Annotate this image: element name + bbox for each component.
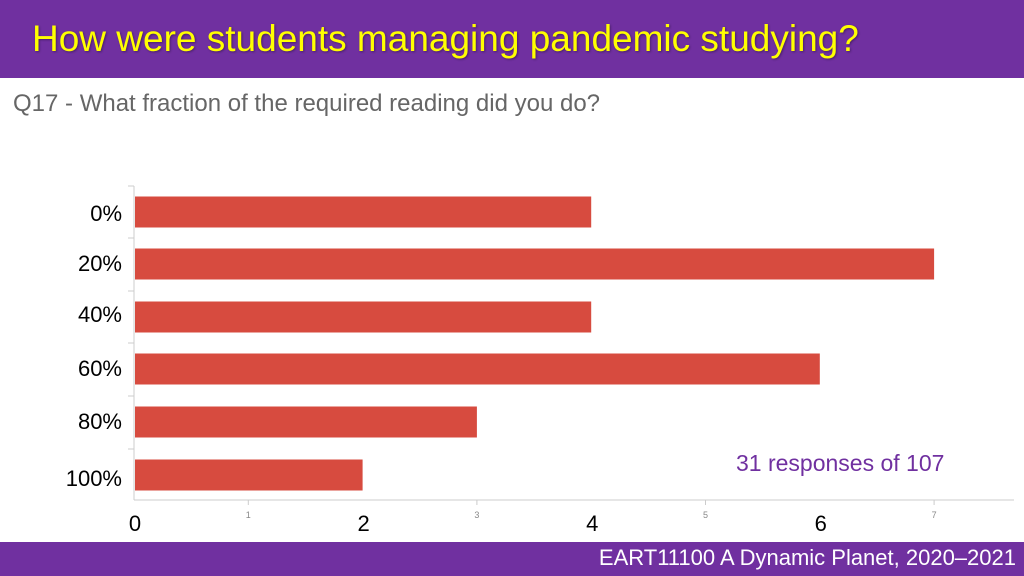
bar xyxy=(135,196,592,228)
x-tick-label: 2 xyxy=(357,511,369,536)
responses-note: 31 responses of 107 xyxy=(736,450,945,476)
footer-bar: EART11100 A Dynamic Planet, 2020–2021 xyxy=(0,542,1024,576)
slide-title: How were students managing pandemic stud… xyxy=(32,18,859,59)
bar xyxy=(135,353,820,385)
x-tick-label: 6 xyxy=(815,511,827,536)
x-tick-label-small: 7 xyxy=(932,510,937,520)
x-tick-label-bg xyxy=(576,503,607,541)
title-bar: How were students managing pandemic stud… xyxy=(0,0,1024,78)
x-tick-label: 0 xyxy=(129,511,141,536)
x-tick-label: 4 xyxy=(586,511,598,536)
bar xyxy=(135,406,477,438)
category-label: 80% xyxy=(78,409,122,434)
category-label: 40% xyxy=(78,302,122,327)
x-tick-label-bg xyxy=(804,503,835,541)
category-label: 100% xyxy=(66,466,122,491)
category-label: 60% xyxy=(78,356,122,381)
bar xyxy=(135,248,935,280)
bar xyxy=(135,459,363,491)
footer-text: EART11100 A Dynamic Planet, 2020–2021 xyxy=(598,545,1016,570)
x-tick-label-small: 5 xyxy=(703,510,708,520)
x-tick-label-small: 1 xyxy=(246,510,251,520)
bar xyxy=(135,301,592,333)
question-text: Q17 - What fraction of the required read… xyxy=(13,90,601,117)
category-label: 0% xyxy=(90,201,122,226)
x-tick-label-bg xyxy=(119,503,149,541)
x-tick-label-small: 3 xyxy=(474,510,479,520)
category-label: 20% xyxy=(78,251,122,276)
x-tick-label-bg xyxy=(347,503,378,541)
